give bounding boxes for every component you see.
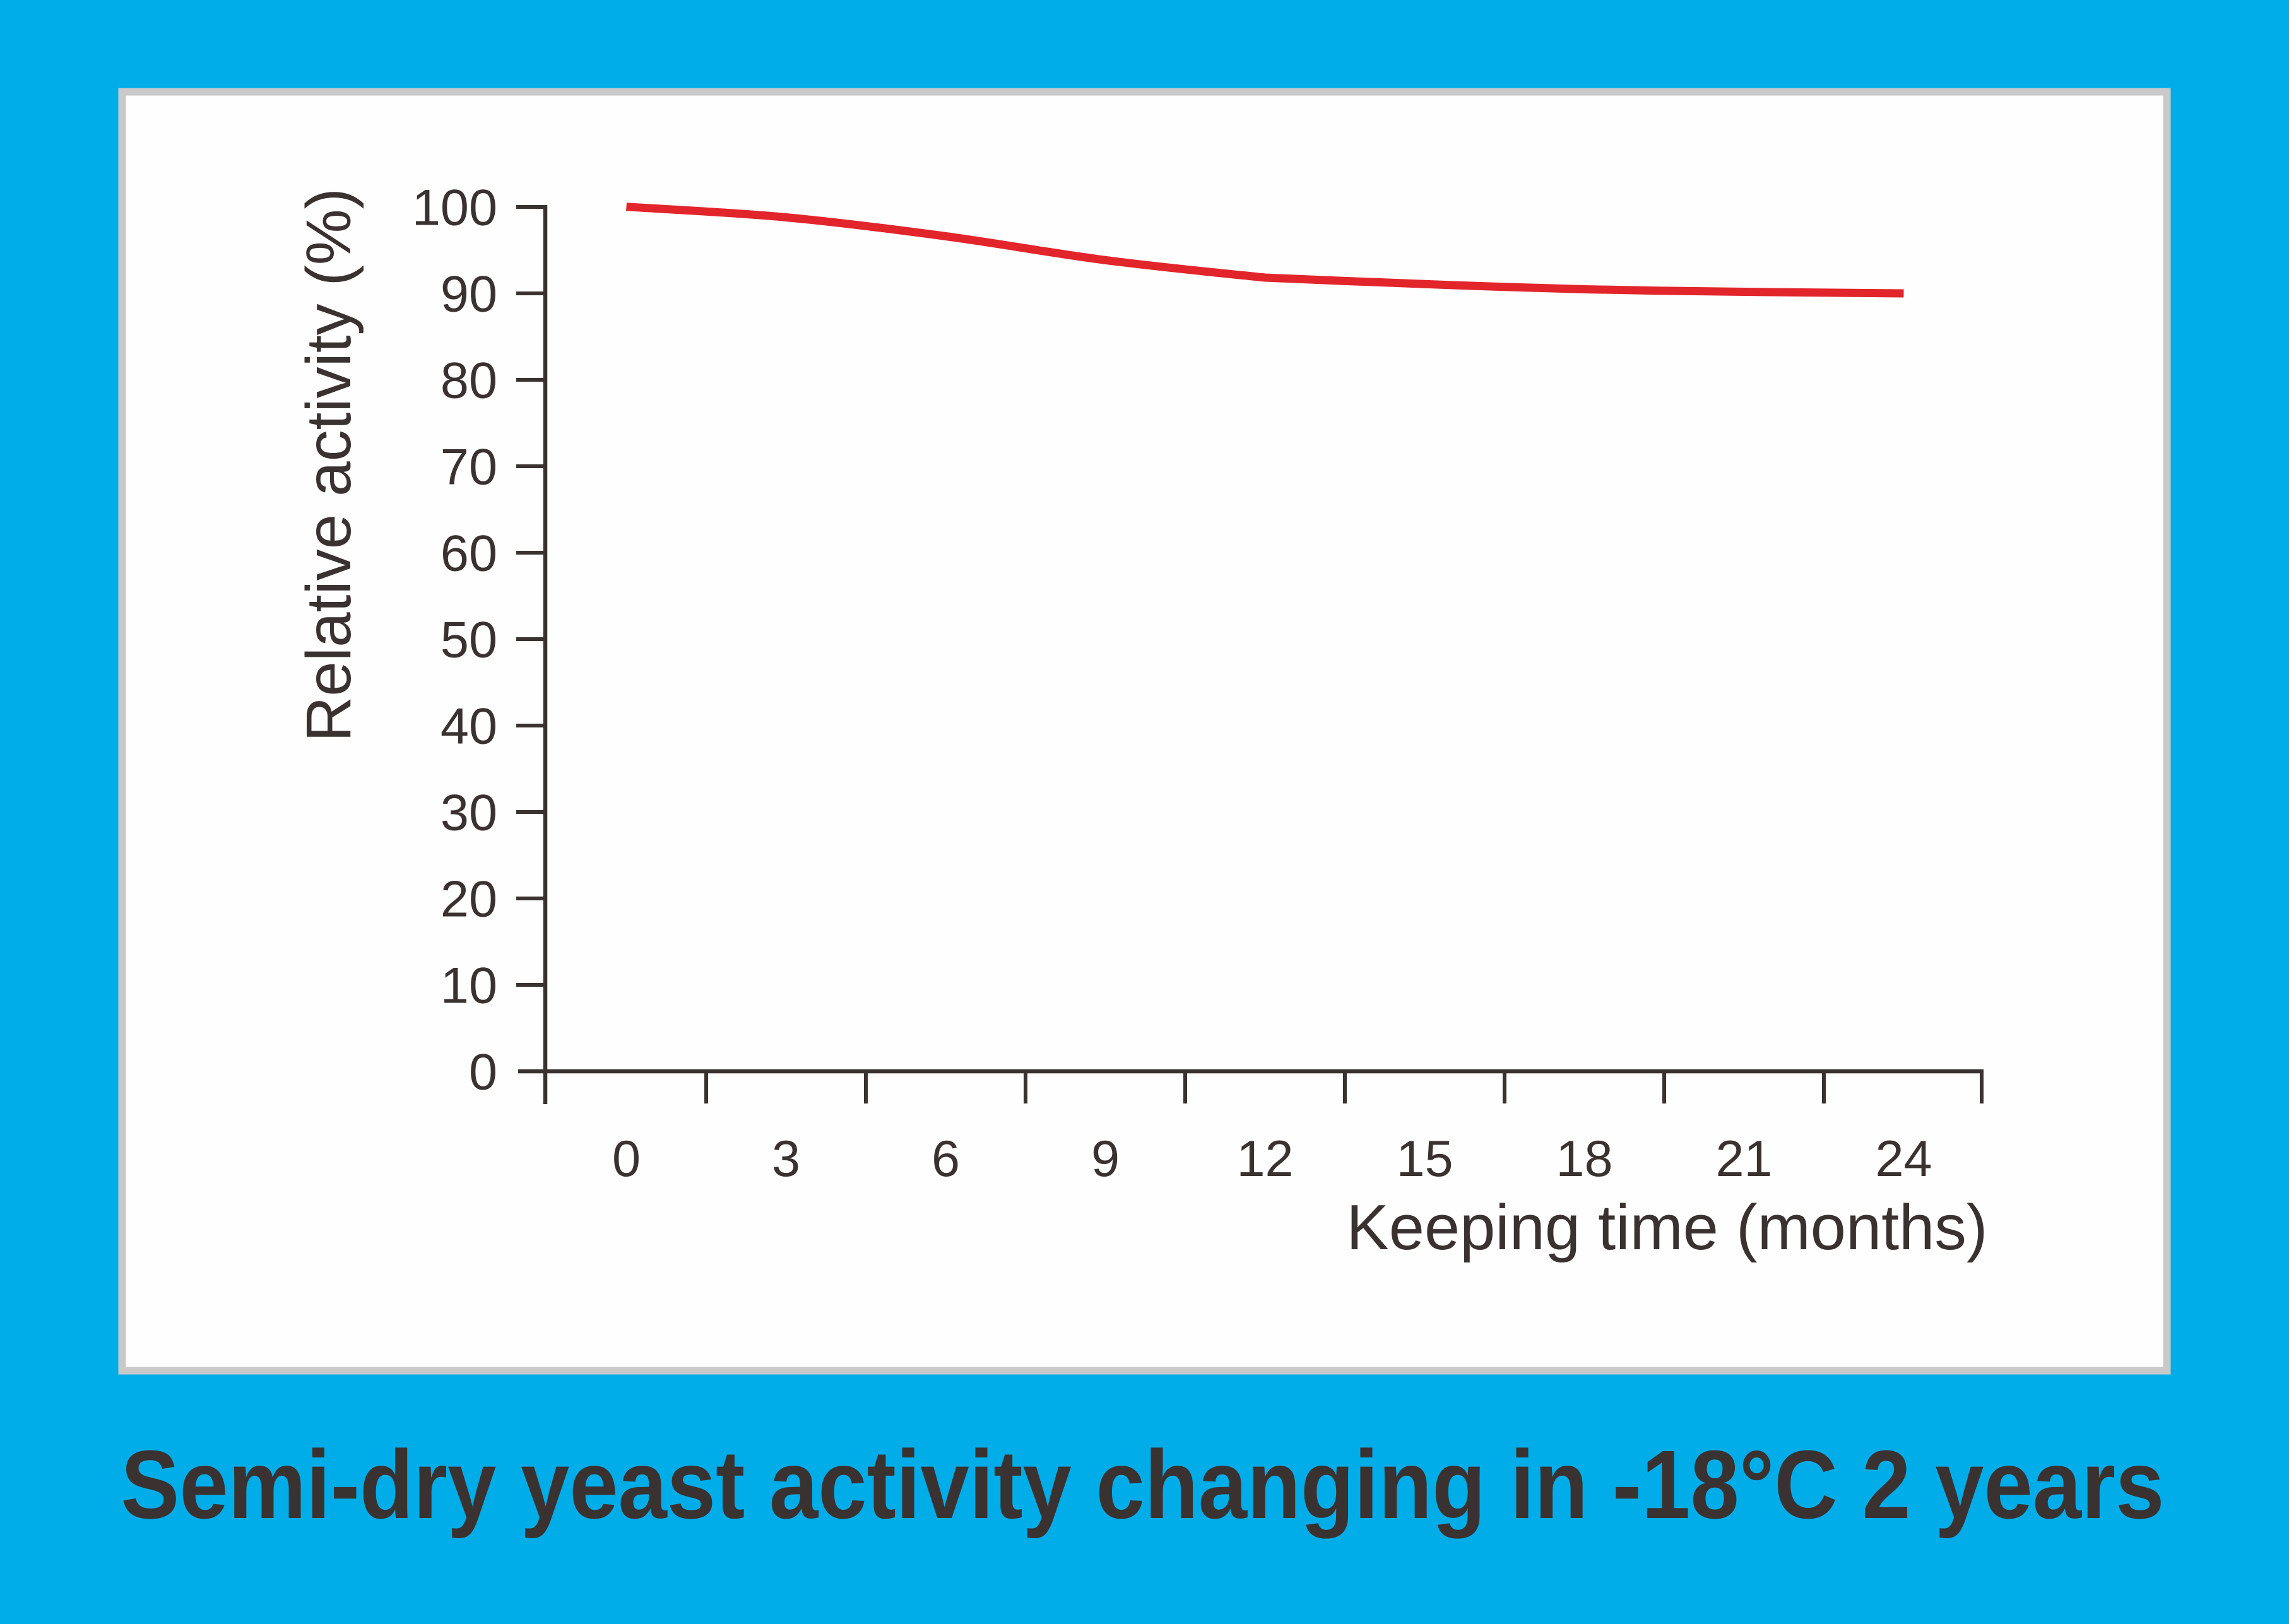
svg-text:100: 100 xyxy=(412,180,497,237)
svg-text:Relative activity (%): Relative activity (%) xyxy=(293,188,364,742)
svg-text:6: 6 xyxy=(932,1131,960,1187)
svg-text:20: 20 xyxy=(441,871,497,928)
svg-text:Semi-dry yeast activity changi: Semi-dry yeast activity changing in -18°… xyxy=(121,1430,2165,1539)
svg-text:21: 21 xyxy=(1715,1131,1772,1187)
svg-text:15: 15 xyxy=(1396,1131,1453,1187)
svg-text:18: 18 xyxy=(1556,1131,1612,1187)
svg-text:80: 80 xyxy=(441,353,497,409)
svg-text:9: 9 xyxy=(1091,1131,1120,1187)
svg-text:0: 0 xyxy=(469,1044,497,1101)
svg-text:0: 0 xyxy=(612,1131,641,1187)
svg-text:60: 60 xyxy=(441,526,497,582)
svg-text:3: 3 xyxy=(772,1131,800,1187)
svg-text:70: 70 xyxy=(441,439,497,496)
svg-text:Keeping time (months): Keeping time (months) xyxy=(1346,1192,1987,1263)
svg-text:12: 12 xyxy=(1236,1131,1293,1187)
svg-text:90: 90 xyxy=(441,266,497,323)
svg-text:24: 24 xyxy=(1875,1131,1932,1187)
svg-text:30: 30 xyxy=(441,785,497,842)
svg-text:50: 50 xyxy=(441,612,497,669)
svg-text:10: 10 xyxy=(441,958,497,1015)
svg-text:40: 40 xyxy=(441,698,497,755)
